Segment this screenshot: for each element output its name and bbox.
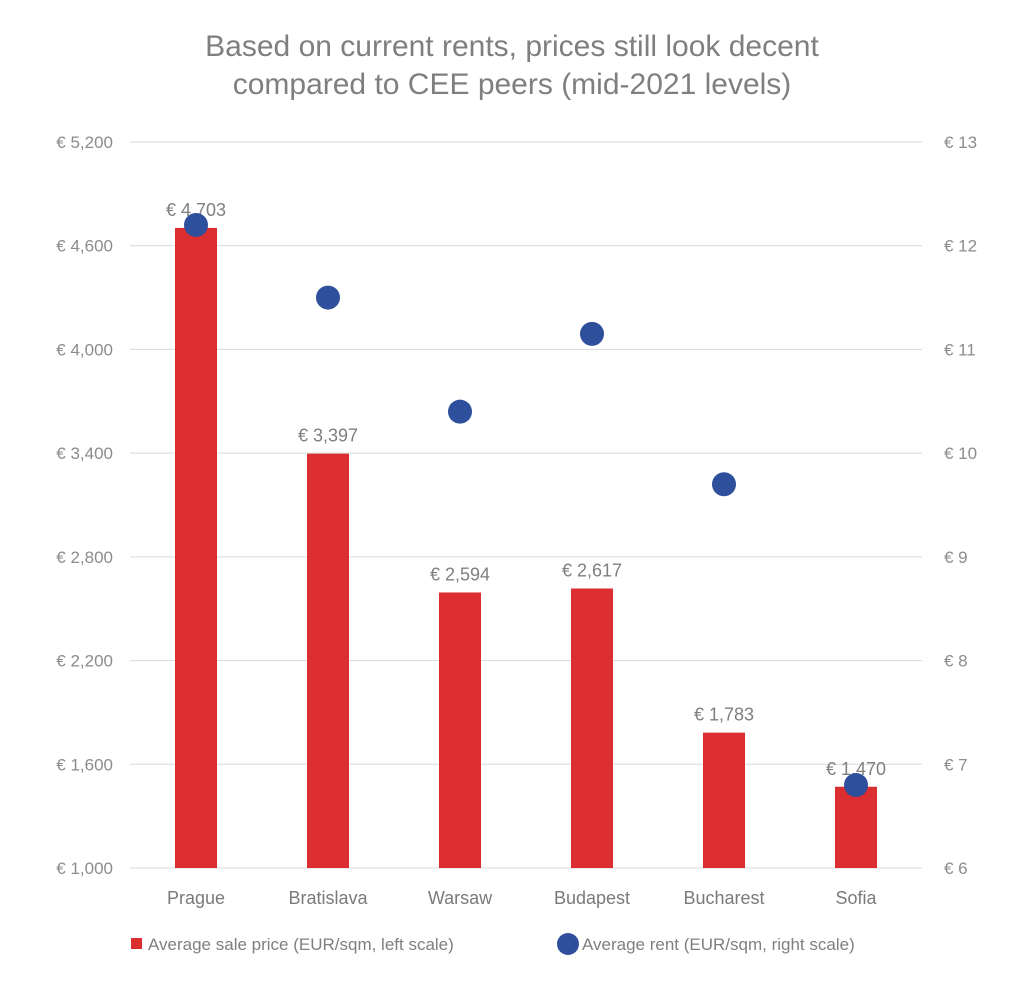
bar-data-labels: € 4,703 € 3,397 € 2,594 € 2,617 € 1,783 € 1,4… (166, 200, 886, 779)
left-axis-tick-label: € 2,200 (56, 652, 113, 671)
right-axis: € 6 € 7 € 8 € 9 € 10 € 11 € 12 € 13 (944, 133, 977, 878)
right-axis-tick-label: € 10 (944, 444, 977, 463)
left-axis-tick-label: € 4,600 (56, 237, 113, 256)
bar-sale-price (439, 592, 481, 868)
bar-data-label: € 3,397 (298, 426, 358, 446)
chart-title: Based on current rents, prices still loo… (205, 30, 819, 101)
bar-sale-price (307, 453, 349, 868)
right-axis-tick-label: € 7 (944, 755, 968, 774)
rent-marker (844, 773, 868, 798)
x-axis-category-label: Prague (167, 888, 225, 908)
right-axis-tick-label: € 12 (944, 237, 977, 256)
rent-marker (184, 212, 208, 237)
legend-swatch-sale-price (131, 938, 142, 949)
right-axis-tick-label: € 11 (944, 340, 976, 359)
rent-marker (448, 399, 472, 424)
rent-marker (712, 472, 736, 497)
bar-sale-price (703, 732, 745, 868)
gridlines (130, 141, 922, 869)
bar-data-label: € 1,470 (826, 759, 886, 779)
x-axis-categories: Prague Bratislava Warsaw Budapest Bucharest S… (167, 888, 878, 908)
right-axis-tick-label: € 8 (944, 652, 968, 671)
rent-markers (184, 212, 868, 798)
legend-label-sale-price: Average sale price (EUR/sqm, left scale) (148, 935, 454, 954)
x-axis-category-label: Bratislava (288, 888, 368, 908)
legend-swatch-rent (557, 933, 579, 955)
rent-marker (316, 285, 340, 310)
legend: Average sale price (EUR/sqm, left scale)… (131, 933, 855, 955)
left-axis-tick-label: € 4,000 (56, 340, 113, 359)
left-axis-tick-label: € 1,600 (56, 755, 113, 774)
left-axis-tick-label: € 3,400 (56, 444, 113, 463)
bar-data-label: € 1,783 (694, 705, 754, 725)
x-axis-category-label: Sofia (835, 888, 877, 908)
x-axis-category-label: Warsaw (428, 888, 493, 908)
bar-sale-price (175, 227, 217, 868)
rent-marker (580, 321, 604, 346)
right-axis-tick-label: € 6 (944, 859, 968, 878)
bar-data-label: € 4,703 (166, 200, 226, 220)
bar-data-label: € 2,594 (430, 564, 490, 584)
left-axis-tick-label: € 2,800 (56, 548, 113, 567)
left-axis-tick-label: € 1,000 (56, 859, 113, 878)
legend-label-rent: Average rent (EUR/sqm, right scale) (582, 935, 855, 954)
right-axis-tick-label: € 9 (944, 548, 968, 567)
bar-sale-price (835, 786, 877, 868)
right-axis-tick-label: € 13 (944, 133, 977, 152)
left-axis-tick-label: € 5,200 (56, 133, 113, 152)
x-axis-category-label: Bucharest (683, 888, 764, 908)
bar-data-label: € 2,617 (562, 560, 622, 580)
left-axis: € 1,000 € 1,600 € 2,200 € 2,800 € 3,400 € 4,0… (56, 133, 113, 878)
bars (175, 227, 877, 868)
x-axis-category-label: Budapest (554, 888, 630, 908)
bar-sale-price (571, 588, 613, 868)
